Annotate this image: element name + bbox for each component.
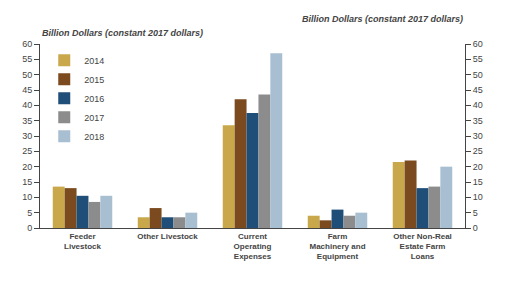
svg-text:30: 30 [22, 131, 32, 141]
svg-text:50: 50 [22, 70, 32, 80]
svg-text:Other Non-RealEstate FarmLoans: Other Non-RealEstate FarmLoans [393, 232, 452, 262]
svg-text:Billion Dollars (constant 2017: Billion Dollars (constant 2017 dollars) [42, 28, 203, 38]
svg-text:FeederLivestock: FeederLivestock [64, 232, 101, 251]
svg-text:40: 40 [22, 100, 32, 110]
svg-text:55: 55 [473, 54, 483, 64]
svg-text:55: 55 [22, 54, 32, 64]
svg-text:0: 0 [473, 223, 478, 233]
svg-text:Billion Dollars (constant 2017: Billion Dollars (constant 2017 dollars) [302, 14, 463, 24]
svg-text:10: 10 [22, 192, 32, 202]
svg-text:5: 5 [27, 208, 32, 218]
svg-text:45: 45 [473, 85, 483, 95]
svg-text:20: 20 [22, 162, 32, 172]
svg-text:2014: 2014 [84, 56, 104, 66]
svg-text:20: 20 [473, 162, 483, 172]
svg-text:CurrentOperatingExpenses: CurrentOperatingExpenses [234, 232, 272, 262]
svg-text:FarmMachinery andEquipment: FarmMachinery andEquipment [309, 232, 365, 262]
svg-text:2015: 2015 [84, 75, 104, 85]
svg-text:2016: 2016 [84, 94, 104, 104]
svg-text:45: 45 [22, 85, 32, 95]
svg-text:35: 35 [22, 116, 32, 126]
svg-text:60: 60 [22, 39, 32, 49]
svg-text:10: 10 [473, 192, 483, 202]
svg-text:15: 15 [22, 177, 32, 187]
svg-text:0: 0 [27, 223, 32, 233]
svg-text:2018: 2018 [84, 132, 104, 142]
svg-text:40: 40 [473, 100, 483, 110]
svg-text:50: 50 [473, 70, 483, 80]
svg-text:15: 15 [473, 177, 483, 187]
svg-text:2017: 2017 [84, 113, 104, 123]
svg-text:25: 25 [473, 146, 483, 156]
svg-text:Other Livestock: Other Livestock [137, 232, 198, 241]
svg-text:25: 25 [22, 146, 32, 156]
svg-text:30: 30 [473, 131, 483, 141]
svg-text:5: 5 [473, 208, 478, 218]
svg-text:35: 35 [473, 116, 483, 126]
svg-text:60: 60 [473, 39, 483, 49]
